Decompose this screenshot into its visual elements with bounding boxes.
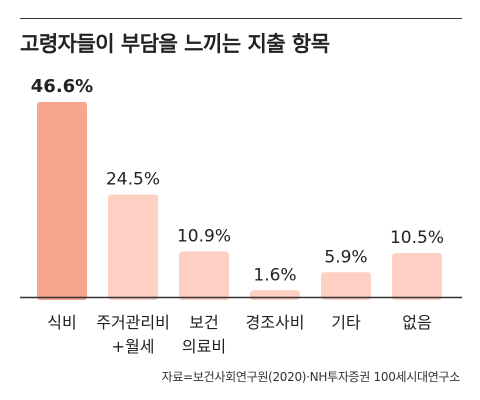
chart-title: 고령자들이 부담을 느끼는 지출 항목 <box>20 32 330 56</box>
bars-group <box>37 102 442 300</box>
value-labels-group: 46.6% 24.5% 10.9% 1.6% 5.9% 10.5% <box>31 76 444 285</box>
value-label-0: 46.6% <box>31 76 93 97</box>
bar-0 <box>37 102 87 300</box>
category-label-5-line-0: 없음 <box>402 313 431 332</box>
category-label-2-line-0: 보건 <box>189 313 218 332</box>
category-label-0-line-0: 식비 <box>47 313 76 332</box>
category-label-2-line-1: 의료비 <box>182 337 226 356</box>
category-label-3-line-0: 경조사비 <box>246 313 305 332</box>
value-label-4: 5.9% <box>324 247 367 267</box>
top-rule <box>20 18 462 19</box>
category-label-1-line-0: 주거관리비 <box>96 313 170 332</box>
source-note: 자료=보건사회연구원(2020)·NH투자증권 100세시대연구소 <box>161 370 461 384</box>
bar-4 <box>321 272 371 300</box>
bar-3 <box>250 290 300 300</box>
bar-5 <box>392 253 442 300</box>
value-label-2: 10.9% <box>177 226 231 246</box>
value-label-5: 10.5% <box>390 228 444 248</box>
value-label-3: 1.6% <box>253 265 296 285</box>
category-label-1-line-1: +월세 <box>112 337 155 356</box>
bar-1 <box>108 194 158 300</box>
bar-2 <box>179 251 229 300</box>
category-label-4-line-0: 기타 <box>331 313 361 332</box>
value-label-1: 24.5% <box>106 169 160 189</box>
